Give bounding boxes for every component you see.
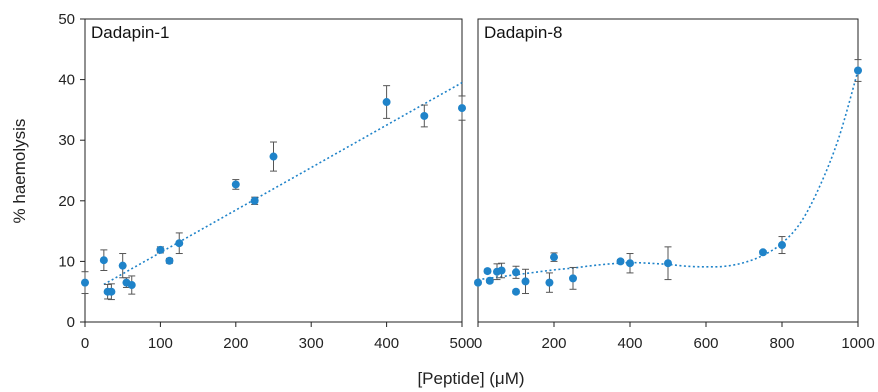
y-tick-label: 30 <box>58 132 75 149</box>
data-marker <box>664 259 672 268</box>
y-tick-label: 0 <box>67 314 75 331</box>
data-point <box>759 248 767 257</box>
data-marker <box>156 245 165 254</box>
data-marker <box>231 180 240 189</box>
data-point <box>269 141 278 172</box>
data-marker <box>545 278 554 287</box>
y-axis: 0 10 20 30 40 50 <box>58 11 85 331</box>
data-point <box>664 246 672 281</box>
x-tick-label: 300 <box>299 335 324 352</box>
data-marker <box>458 104 466 113</box>
y-axis-title: % haemolysis <box>10 119 29 224</box>
data-marker <box>175 239 184 248</box>
data-point <box>107 283 116 301</box>
data-marker <box>81 278 89 287</box>
data-point <box>118 253 127 279</box>
data-point <box>175 232 184 255</box>
data-point <box>420 104 429 128</box>
x-tick-label: 400 <box>617 335 642 352</box>
data-marker <box>107 287 116 296</box>
data-marker <box>778 241 786 250</box>
data-point <box>512 265 520 279</box>
data-point <box>854 59 862 82</box>
data-point <box>521 268 530 295</box>
y-tick-label: 40 <box>58 72 75 89</box>
trendline-layer <box>477 70 859 281</box>
data-marker <box>165 256 174 265</box>
data-marker <box>497 266 506 275</box>
x-tick-label: 500 <box>449 335 474 352</box>
plot-frame <box>84 18 463 323</box>
data-point <box>550 252 558 262</box>
data-point <box>474 278 482 287</box>
panel-title: Dadapin-8 <box>484 23 562 42</box>
data-point <box>165 256 174 265</box>
y-tick-label: 50 <box>58 11 75 28</box>
plot-frame <box>477 18 859 323</box>
data-marker <box>99 256 108 265</box>
x-axis: 0 200 400 600 800 1000 <box>474 322 875 352</box>
x-axis: 0 100 200 300 400 500 <box>81 322 475 352</box>
data-point <box>778 236 786 255</box>
data-point <box>382 85 391 119</box>
trendline <box>103 81 463 286</box>
data-marker <box>616 257 625 266</box>
data-marker <box>474 278 482 287</box>
data-marker <box>854 66 862 75</box>
data-point <box>99 249 108 271</box>
y-tick-label: 20 <box>58 193 75 210</box>
data-point <box>127 275 136 295</box>
data-marker <box>626 259 634 268</box>
data-point <box>512 287 520 296</box>
data-point <box>616 257 625 266</box>
data-marker <box>483 267 492 276</box>
x-tick-label: 600 <box>693 335 718 352</box>
data-marker <box>250 196 259 205</box>
data-point <box>497 262 506 279</box>
data-marker <box>521 277 530 286</box>
data-point <box>493 263 501 281</box>
x-tick-label: 0 <box>474 335 482 352</box>
data-marker <box>269 152 278 161</box>
x-tick-label: 0 <box>81 335 89 352</box>
trendline-layer <box>103 81 463 286</box>
data-point <box>458 95 466 121</box>
data-marker <box>420 111 429 120</box>
data-point <box>483 267 492 276</box>
y-tick-label: 10 <box>58 253 75 270</box>
data-marker <box>485 276 494 285</box>
data-marker <box>118 261 127 270</box>
panel-dadapin-8: Dadapin-8 0 200 400 600 800 1000 <box>474 18 875 352</box>
data-marker <box>759 248 767 257</box>
data-marker <box>382 98 391 107</box>
x-tick-label: 200 <box>541 335 566 352</box>
panel-dadapin-1: Dadapin-1 0 100 200 300 400 500 <box>81 18 475 352</box>
x-tick-label: 800 <box>769 335 794 352</box>
data-marker <box>550 253 558 262</box>
x-tick-label: 400 <box>374 335 399 352</box>
data-point <box>485 276 494 285</box>
data-point <box>569 266 577 290</box>
data-point <box>626 253 634 274</box>
data-point <box>250 196 259 205</box>
trendline <box>477 70 859 281</box>
data-marker <box>569 274 577 283</box>
data-points <box>81 85 466 301</box>
data-marker <box>512 268 520 277</box>
data-point <box>545 272 554 293</box>
data-point <box>156 245 165 254</box>
data-point <box>231 179 240 190</box>
data-points <box>474 59 862 296</box>
x-tick-label: 100 <box>148 335 173 352</box>
data-marker <box>127 281 136 290</box>
data-marker <box>512 287 520 296</box>
data-point <box>81 271 89 295</box>
x-axis-title: [Peptide] (μM) <box>417 369 524 388</box>
x-tick-label: 1000 <box>841 335 874 352</box>
panel-title: Dadapin-1 <box>91 23 169 42</box>
x-tick-label: 200 <box>223 335 248 352</box>
